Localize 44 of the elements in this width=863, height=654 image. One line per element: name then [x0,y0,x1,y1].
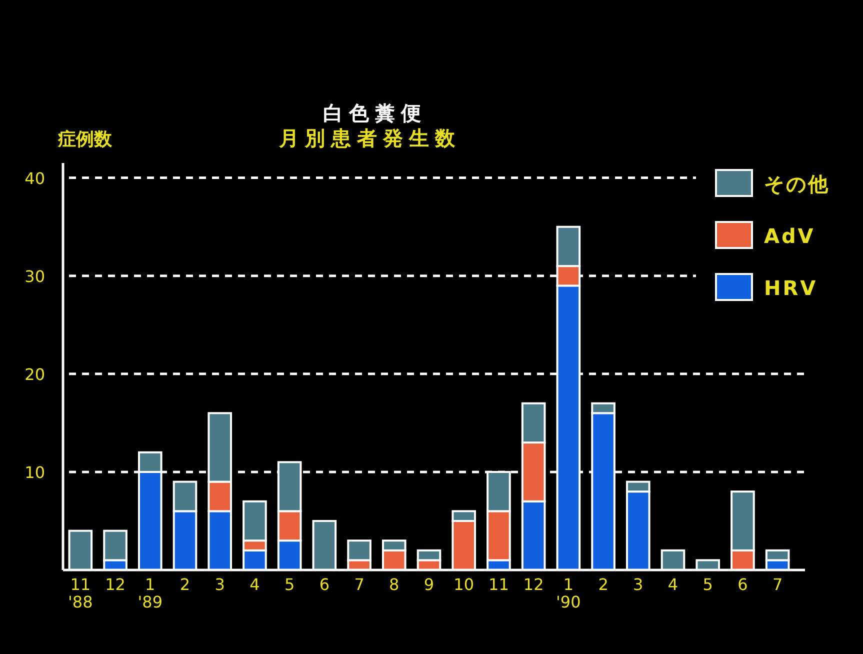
legend-label: HRV [764,276,818,300]
x-tick-label: 12 [105,575,126,594]
x-tick-label: 6 [738,575,748,594]
y-tick-label: 40 [24,168,45,188]
x-tick-label: 2 [180,575,190,594]
chart-subtitle: 月別患者発生数 [278,126,461,150]
bar [242,500,267,542]
x-tick-label: 8 [389,575,400,594]
y-tick-label: 10 [24,462,45,482]
x-tick-label: 1 '90 [556,575,581,612]
legend-label: AdV [764,224,816,248]
x-tick-label: 10 [454,575,474,594]
bar [103,530,128,562]
x-tick-label: 1 '89 [138,575,163,612]
x-tick-label: 5 [284,575,295,594]
x-tick-label: 7 [354,575,364,594]
x-tick-label: 4 [250,575,260,594]
bar [452,510,476,522]
bar [626,480,650,493]
x-tick-label: 2 [598,575,608,594]
x-tick-label: 3 [633,575,644,594]
x-tick-label: 9 [424,575,434,594]
legend-label: その他 [764,172,830,196]
bar [347,540,372,562]
x-tick-label: 3 [214,575,225,594]
y-axis-title: 症例数 [57,129,113,150]
bar [765,549,790,562]
bar [730,490,755,552]
x-tick-label: 11 '88 [68,575,93,612]
x-tick-label: 5 [702,575,713,594]
x-tick-label: 6 [319,575,330,594]
bar [521,402,546,444]
bar [172,480,198,512]
x-tick-label: 4 [668,575,678,594]
bar [382,540,406,552]
chart-title: 白色糞便 [323,101,427,125]
bar [416,549,442,562]
y-tick-label: 30 [24,266,45,286]
x-tick-label: 11 [488,575,509,594]
x-tick-label: 7 [772,575,783,594]
y-tick-label: 20 [24,364,45,384]
bar [591,402,616,414]
x-tick-label: 12 [523,575,544,594]
bar [556,226,581,268]
